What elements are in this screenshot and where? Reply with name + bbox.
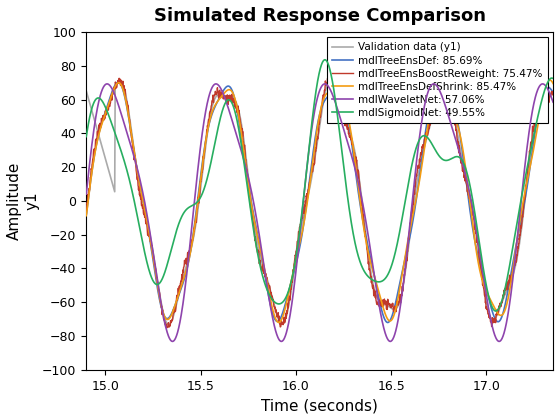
mdlWaveletNet: 57.06%: (16.1, 48.4): 57.06%: (16.1, 48.4)	[310, 117, 316, 122]
mdlTreeEnsDef: 85.69%: (15, 61.2): 85.69%: (15, 61.2)	[106, 95, 113, 100]
mdlTreeEnsDefShrink: 85.47%: (16.8, 51): 85.47%: (16.8, 51)	[451, 112, 458, 117]
Line: mdlTreeEnsDefShrink: 85.47%: mdlTreeEnsDefShrink: 85.47%	[86, 80, 553, 323]
Y-axis label: Amplitude
y1: Amplitude y1	[7, 162, 39, 240]
mdlTreeEnsBoostReweight: 75.47%: (16, -11): 75.47%: (16, -11)	[298, 217, 305, 222]
Line: mdlTreeEnsBoostReweight: 75.47%: mdlTreeEnsBoostReweight: 75.47%	[86, 74, 553, 328]
mdlWaveletNet: 57.06%: (16.7, 69.3): 57.06%: (16.7, 69.3)	[430, 81, 437, 87]
Validation data (y1)	[106, 173, 113, 178]
Validation data (y1)	[536, 108, 543, 113]
Line: mdlTreeEnsDef: 85.69%: mdlTreeEnsDef: 85.69%	[86, 82, 553, 323]
mdlTreeEnsDefShrink: 85.47%: (14.9, -8.75): 85.47%: (14.9, -8.75)	[83, 213, 90, 218]
mdlWaveletNet: 57.06%: (16.8, 39.6): 57.06%: (16.8, 39.6)	[451, 131, 458, 136]
Validation data (y1)	[298, 226, 305, 231]
mdlTreeEnsDefShrink: 85.47%: (17.3, 71.5): 85.47%: (17.3, 71.5)	[547, 78, 553, 83]
mdlTreeEnsDefShrink: 85.47%: (16.1, 26.5): 85.47%: (16.1, 26.5)	[310, 154, 317, 159]
mdlSigmoidNet: 49.55%: (14.9, 38.1): 49.55%: (14.9, 38.1)	[83, 134, 90, 139]
Validation data (y1)	[451, 111, 458, 116]
mdlTreeEnsBoostReweight: 75.47%: (16.2, 75): 75.47%: (16.2, 75)	[328, 72, 334, 77]
mdlTreeEnsBoostReweight: 75.47%: (15.3, -75): 75.47%: (15.3, -75)	[164, 325, 171, 330]
mdlTreeEnsDef: 85.69%: (16.8, 55.3): 85.69%: (16.8, 55.3)	[451, 105, 458, 110]
mdlTreeEnsDefShrink: 85.47%: (17.4, 69.6): 85.47%: (17.4, 69.6)	[550, 81, 557, 86]
mdlSigmoidNet: 49.55%: (16.1, 52.9): 49.55%: (16.1, 52.9)	[310, 109, 316, 114]
Line: mdlSigmoidNet: 49.55%: mdlSigmoidNet: 49.55%	[86, 60, 553, 311]
mdlTreeEnsDef: 85.69%: (17.4, 64.3): 85.69%: (17.4, 64.3)	[550, 90, 557, 95]
mdlTreeEnsBoostReweight: 75.47%: (14.9, -5.8): 75.47%: (14.9, -5.8)	[83, 208, 90, 213]
mdlWaveletNet: 57.06%: (17.3, 68.3): 57.06%: (17.3, 68.3)	[536, 83, 543, 88]
mdlTreeEnsDef: 85.69%: (14.9, -8.14): 85.69%: (14.9, -8.14)	[83, 212, 90, 217]
mdlTreeEnsDef: 85.69%: (17.3, 57.4): 85.69%: (17.3, 57.4)	[536, 102, 543, 107]
mdlSigmoidNet: 49.55%: (16, -12.1): 49.55%: (16, -12.1)	[297, 219, 304, 224]
mdlTreeEnsDef: 85.69%: (15.1, 70.3): 85.69%: (15.1, 70.3)	[115, 80, 122, 85]
Validation data (y1)	[441, 74, 447, 79]
mdlSigmoidNet: 49.55%: (17, -65.2): 49.55%: (17, -65.2)	[492, 309, 499, 314]
mdlSigmoidNet: 49.55%: (16.2, 83.6): 49.55%: (16.2, 83.6)	[321, 57, 328, 62]
mdlWaveletNet: 57.06%: (16, -14.5): 57.06%: (16, -14.5)	[297, 223, 304, 228]
mdlTreeEnsDefShrink: 85.47%: (16, -21.7): 85.47%: (16, -21.7)	[298, 235, 305, 240]
Legend: Validation data (y1), mdlTreeEnsDef: 85.69%, mdlTreeEnsBoostReweight: 75.47%, md: Validation data (y1), mdlTreeEnsDef: 85.…	[327, 37, 548, 123]
mdlTreeEnsDefShrink: 85.47%: (17.3, 50.6): 85.47%: (17.3, 50.6)	[536, 113, 543, 118]
mdlTreeEnsBoostReweight: 75.47%: (15, 57.6): 75.47%: (15, 57.6)	[106, 101, 113, 106]
mdlTreeEnsDef: 85.69%: (17.3, 58): 85.69%: (17.3, 58)	[536, 100, 543, 105]
mdlTreeEnsBoostReweight: 75.47%: (17.3, 55.9): 75.47%: (17.3, 55.9)	[536, 104, 543, 109]
Line: mdlWaveletNet: 57.06%: mdlWaveletNet: 57.06%	[86, 84, 553, 341]
Validation data (y1)	[550, 89, 557, 94]
mdlWaveletNet: 57.06%: (15, 68.2): 57.06%: (15, 68.2)	[106, 83, 113, 88]
Title: Simulated Response Comparison: Simulated Response Comparison	[153, 7, 486, 25]
mdlSigmoidNet: 49.55%: (15, 48.5): 49.55%: (15, 48.5)	[106, 116, 113, 121]
mdlTreeEnsBoostReweight: 75.47%: (17.4, 63.2): 75.47%: (17.4, 63.2)	[550, 92, 557, 97]
Validation data (y1)	[310, 165, 317, 170]
mdlSigmoidNet: 49.55%: (16.8, 25.8): 49.55%: (16.8, 25.8)	[451, 155, 458, 160]
mdlWaveletNet: 57.06%: (14.9, 4.03): 57.06%: (14.9, 4.03)	[83, 192, 90, 197]
Validation data (y1)	[165, 322, 172, 327]
mdlTreeEnsDef: 85.69%: (16.5, -72): 85.69%: (16.5, -72)	[384, 320, 391, 325]
mdlWaveletNet: 57.06%: (17.1, -83.2): 57.06%: (17.1, -83.2)	[496, 339, 502, 344]
Validation data (y1)	[83, 89, 90, 94]
mdlSigmoidNet: 49.55%: (17.3, 54.8): 49.55%: (17.3, 54.8)	[536, 106, 543, 111]
mdlTreeEnsDef: 85.69%: (16, -23.2): 85.69%: (16, -23.2)	[298, 238, 305, 243]
mdlTreeEnsBoostReweight: 75.47%: (16.1, 22.1): 75.47%: (16.1, 22.1)	[310, 161, 317, 166]
mdlTreeEnsDef: 85.69%: (16.1, 30.1): 85.69%: (16.1, 30.1)	[310, 147, 317, 152]
mdlTreeEnsBoostReweight: 75.47%: (16.8, 47.6): 75.47%: (16.8, 47.6)	[451, 118, 458, 123]
mdlTreeEnsBoostReweight: 75.47%: (17.3, 56.1): 75.47%: (17.3, 56.1)	[536, 104, 543, 109]
mdlSigmoidNet: 49.55%: (17.3, 55.3): 49.55%: (17.3, 55.3)	[536, 105, 543, 110]
mdlWaveletNet: 57.06%: (17.4, 58.5): 57.06%: (17.4, 58.5)	[550, 100, 557, 105]
mdlTreeEnsDefShrink: 85.47%: (17.3, 51.4): 85.47%: (17.3, 51.4)	[536, 112, 543, 117]
Line: Validation data (y1): Validation data (y1)	[86, 77, 553, 325]
Validation data (y1)	[536, 107, 543, 112]
mdlWaveletNet: 57.06%: (17.3, 68.2): 57.06%: (17.3, 68.2)	[536, 83, 543, 88]
mdlTreeEnsDefShrink: 85.47%: (15.9, -72): 85.47%: (15.9, -72)	[276, 320, 282, 325]
X-axis label: Time (seconds): Time (seconds)	[261, 398, 378, 413]
mdlTreeEnsDefShrink: 85.47%: (15, 59.9): 85.47%: (15, 59.9)	[106, 97, 113, 102]
mdlSigmoidNet: 49.55%: (17.4, 72.5): 49.55%: (17.4, 72.5)	[550, 76, 557, 81]
